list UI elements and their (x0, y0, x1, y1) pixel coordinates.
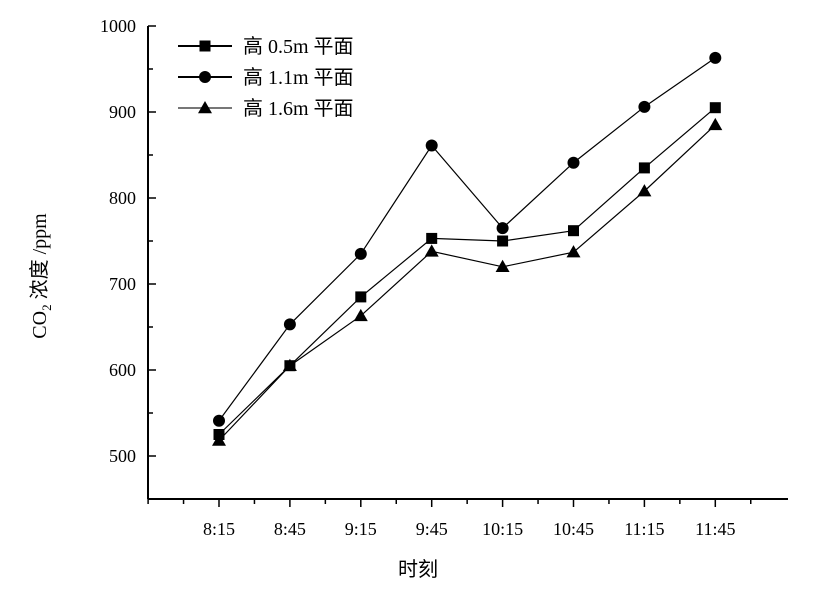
data-point (353, 308, 368, 322)
y-tick-label: 500 (109, 446, 136, 466)
series-line (218, 57, 716, 422)
legend-marker (199, 71, 211, 83)
x-tick-label: 8:15 (203, 519, 235, 539)
x-tick-label: 10:15 (482, 519, 523, 539)
x-tick-label: 9:15 (345, 519, 377, 539)
data-point (708, 117, 723, 131)
legend-label: 高 0.5m 平面 (243, 35, 354, 58)
series-circle (213, 51, 722, 427)
x-tick-label: 9:45 (416, 519, 448, 539)
data-point (638, 100, 651, 113)
data-point (354, 247, 367, 260)
data-point (426, 232, 438, 244)
x-tick-label: 11:45 (695, 519, 735, 539)
data-point (566, 245, 581, 258)
series-layer (212, 51, 723, 446)
data-point (497, 235, 509, 247)
data-point (567, 156, 580, 169)
series-line (218, 124, 716, 441)
data-point (709, 51, 722, 64)
y-tick-label: 1000 (100, 16, 136, 36)
y-tick-label: 600 (109, 360, 136, 380)
x-tick-label: 10:45 (553, 519, 594, 539)
x-tick-label: 8:45 (274, 519, 306, 539)
legend-marker (198, 101, 212, 114)
y-tick-label: 900 (109, 102, 136, 122)
y-axis-title-subscript: 2 (39, 304, 54, 311)
series-square (213, 102, 721, 440)
legend-label: 高 1.6m 平面 (243, 97, 354, 120)
data-point (424, 244, 439, 257)
data-point (495, 259, 510, 273)
data-point (425, 139, 438, 152)
axes (147, 26, 788, 500)
data-point (212, 433, 226, 446)
y-axis-title-rest: 浓度 /ppm (28, 213, 51, 305)
data-point (283, 318, 296, 331)
data-point (638, 162, 650, 174)
legend-entry: 高 1.6m 平面 (178, 97, 354, 120)
legend-marker (199, 40, 211, 52)
x-axis-title: 时刻 (398, 558, 438, 581)
y-axis-title-main: CO (29, 311, 51, 339)
series-triangle (212, 117, 723, 446)
legend-label: 高 1.1m 平面 (243, 66, 354, 89)
data-point (355, 291, 367, 303)
data-point (496, 222, 509, 235)
x-tick-label: 11:15 (624, 519, 664, 539)
y-tick-label: 700 (109, 274, 136, 294)
y-ticks: 500 600 700 800 900 1000 (100, 16, 156, 500)
data-point (709, 102, 721, 114)
series-line (218, 107, 716, 435)
data-point (568, 225, 579, 237)
legend-entry: 高 0.5m 平面 (178, 35, 354, 58)
legend: 高 0.5m 平面高 1.1m 平面高 1.6m 平面 (178, 35, 354, 120)
y-axis-title: CO2 浓度 /ppm (28, 213, 54, 339)
y-tick-label: 800 (109, 188, 136, 208)
data-point (637, 184, 652, 197)
legend-entry: 高 1.1m 平面 (178, 66, 354, 89)
data-point (213, 414, 225, 427)
data-point (282, 358, 297, 371)
x-ticks: 8:15 8:45 9:15 9:45 10:15 10:45 11:15 11:45 (147, 499, 752, 539)
